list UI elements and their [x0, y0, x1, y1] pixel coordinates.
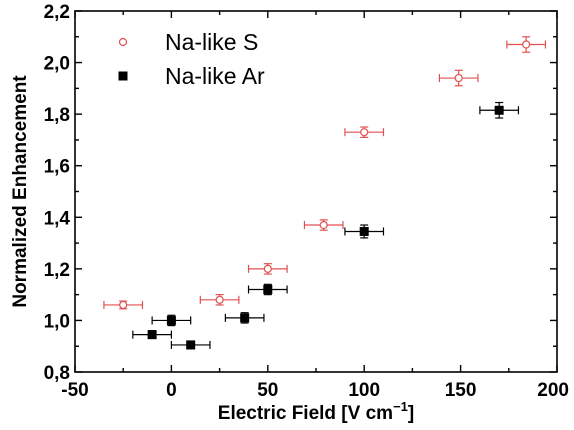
plot-border	[74, 10, 558, 373]
square-marker	[186, 340, 196, 350]
circle-marker	[263, 264, 272, 273]
data-point	[224, 312, 265, 324]
y-tick-label: 2,0	[44, 54, 70, 75]
square-marker	[166, 315, 176, 325]
y-tick-label: 1,0	[44, 311, 70, 332]
circle-marker	[360, 128, 369, 137]
square-marker	[263, 284, 273, 294]
y-axis-title: Normalized Enhancement	[10, 75, 31, 308]
x-tick-label: 0	[166, 380, 177, 401]
data-point	[506, 36, 547, 53]
circle-marker	[319, 220, 328, 230]
data-point	[247, 263, 288, 275]
x-tick-label: 200	[537, 380, 569, 401]
data-point	[247, 283, 288, 296]
x-tick-label: 100	[348, 380, 380, 401]
y-tick-label: 1,6	[44, 157, 70, 178]
data-point	[344, 224, 385, 239]
data-point	[199, 294, 240, 306]
legend-marker-circle	[118, 37, 128, 47]
plot-frame	[74, 10, 558, 373]
series-0	[103, 36, 547, 325]
data-point	[438, 69, 479, 87]
x-axis-title: Electric Field [V cm−1]	[218, 399, 414, 424]
y-tick-label: 0,8	[44, 363, 70, 384]
y-tick-label: 2,2	[44, 2, 70, 23]
data-point	[479, 101, 520, 119]
x-tick-label: 50	[257, 380, 278, 401]
data-point	[132, 330, 172, 340]
circle-marker	[215, 295, 224, 304]
x-axis-title-main: Electric Field [V cm	[218, 403, 393, 424]
square-marker	[494, 105, 504, 115]
data-point	[344, 126, 385, 138]
circle-marker	[119, 300, 128, 310]
y-axis: 0,8 1,0 1,2 1,4 1,6 1,8 2,0 2,2	[44, 2, 557, 384]
data-point	[170, 340, 211, 350]
axis-titles: Electric Field [V cm−1] Normalized Enhanc…	[10, 75, 414, 424]
y-tick-label: 1,4	[44, 208, 71, 229]
square-marker	[240, 313, 250, 323]
x-axis: -50 0 50 100 150 200	[61, 11, 569, 401]
series-layer	[103, 36, 547, 350]
circle-marker	[454, 73, 463, 83]
data-point	[103, 300, 144, 310]
legend-label: Na-like S	[165, 29, 258, 55]
y-tick-label: 1,8	[44, 105, 70, 126]
data-point	[303, 219, 344, 231]
x-axis-title-close: ]	[408, 403, 414, 424]
legend-marker-square	[118, 71, 128, 81]
y-tick-label: 1,2	[44, 260, 70, 281]
legend-label: Na-like Ar	[165, 63, 265, 89]
square-marker	[359, 226, 369, 236]
data-point	[151, 314, 192, 327]
x-tick-label: 150	[445, 380, 477, 401]
square-marker	[147, 330, 157, 340]
x-axis-title-superscript: −1	[393, 399, 408, 414]
legend: Na-like S Na-like Ar	[118, 29, 265, 89]
circle-marker	[522, 40, 531, 49]
x-tick-label: -50	[61, 380, 88, 401]
series-1	[132, 101, 520, 350]
